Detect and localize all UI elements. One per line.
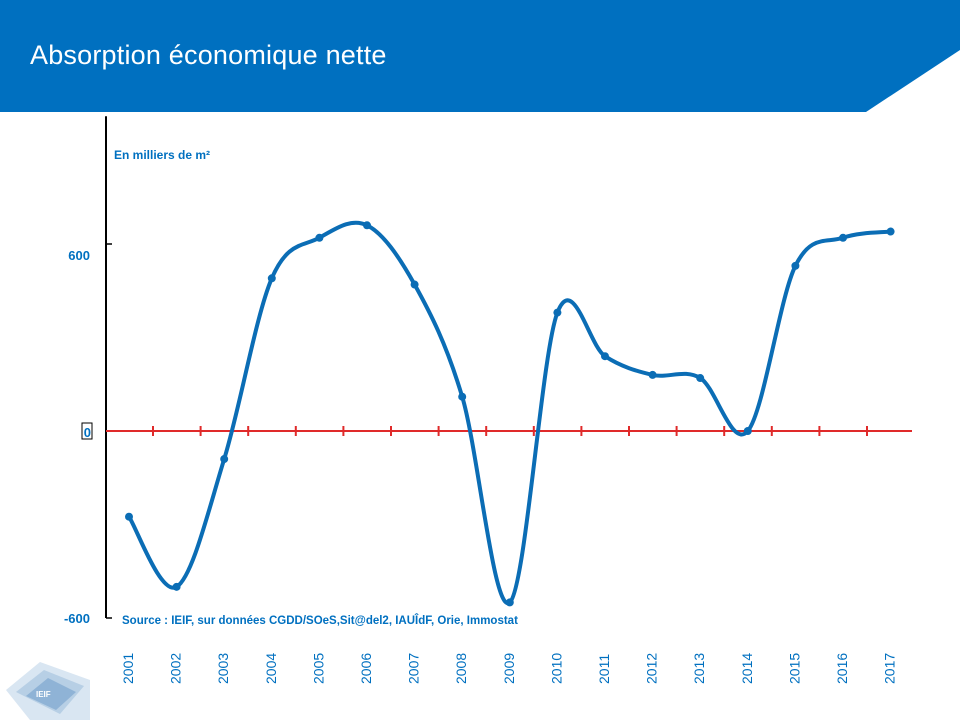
x-tick-label: 2013	[691, 653, 707, 684]
header-banner: Absorption économique nette	[0, 0, 960, 112]
header-shape	[0, 0, 960, 112]
x-axis: 2001 2002 2003 2004 2005 2006 2007 2008 2009 2010…	[106, 426, 912, 684]
x-tick-label: 2003	[215, 653, 231, 684]
logo-text: IEIF	[36, 690, 51, 699]
y-tick-label: 600	[68, 248, 90, 263]
x-tick-label: 2015	[786, 653, 802, 684]
series-line	[127, 220, 893, 606]
zero-label-box	[81, 422, 93, 440]
x-tick-label: 2011	[596, 654, 612, 684]
x-tick-label: 2009	[501, 653, 517, 684]
x-tick-label: 2010	[548, 653, 564, 684]
source-label: Source : IEIF, sur données CGDD/SOeS,Sit…	[122, 614, 518, 627]
data-point	[267, 274, 276, 283]
data-point	[696, 374, 705, 383]
data-point	[553, 308, 562, 317]
x-tick-label: 2001	[120, 653, 136, 684]
x-tick-label: 2016	[834, 653, 850, 684]
logo-graphic	[6, 662, 90, 720]
data-point	[410, 280, 419, 289]
data-point	[363, 221, 371, 230]
x-tick-label: 2007	[406, 653, 422, 684]
x-tick-label: 2002	[168, 653, 184, 684]
y-tick-label: -600	[64, 611, 90, 626]
data-point	[220, 455, 229, 464]
x-tick-label: 2006	[358, 653, 374, 684]
series	[125, 220, 895, 607]
data-point	[839, 233, 847, 242]
data-point	[505, 598, 514, 607]
data-point	[458, 392, 467, 401]
x-tick-label: 2008	[453, 653, 469, 684]
x-tick-label: 2014	[739, 653, 755, 684]
x-tick-label: 2017	[882, 653, 898, 684]
logo: IEIF	[0, 640, 90, 720]
data-point	[315, 233, 324, 242]
page-title: Absorption économique nette	[30, 40, 387, 70]
data-point	[601, 352, 609, 361]
chart-labels: En milliers de m² Source : IEIF, sur donn…	[114, 148, 518, 627]
x-tick-label: 2012	[644, 653, 660, 684]
data-point	[743, 427, 752, 435]
y-tick-label: 0	[84, 425, 91, 440]
x-tick-label: 2004	[263, 653, 279, 684]
y-axis: 600 0 -600	[64, 116, 112, 626]
data-point	[791, 261, 800, 270]
x-tick-label: 2005	[310, 653, 326, 684]
data-point	[172, 582, 181, 591]
data-point	[125, 512, 133, 521]
data-point	[648, 370, 657, 379]
unit-label: En milliers de m²	[114, 148, 210, 162]
data-point	[886, 227, 895, 236]
